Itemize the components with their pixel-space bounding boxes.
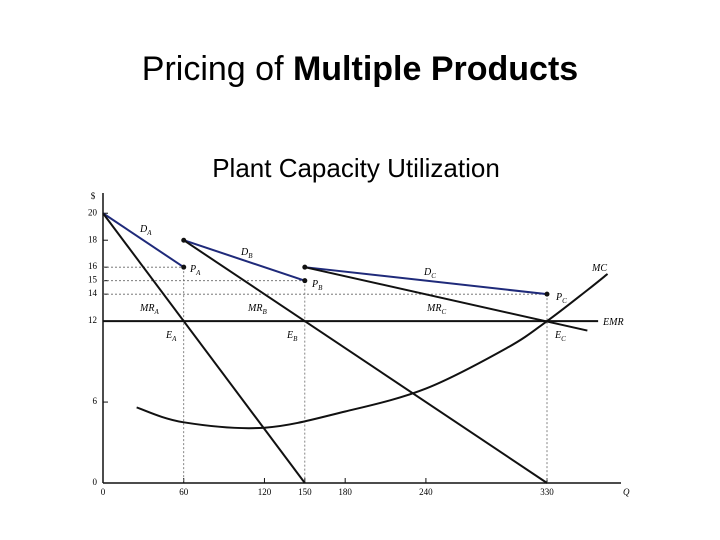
label-sub: B — [248, 252, 253, 260]
x-axis-label: Q — [623, 487, 630, 497]
point-label: EA — [165, 330, 177, 343]
curve — [183, 239, 306, 282]
curve — [102, 212, 306, 484]
point — [302, 278, 308, 284]
label-sub: A — [146, 229, 152, 237]
plot: $Q0 60 120 150 180 240 33006121415161820DADBDC… — [88, 191, 630, 497]
label-sub: B — [262, 308, 267, 316]
label-main: MR — [139, 303, 154, 314]
point-label: EC — [554, 330, 566, 343]
y-tick-label: 0 — [93, 477, 98, 487]
x-tick-label: 0 — [101, 487, 106, 497]
title-bold-text: Multiple Products — [293, 50, 578, 88]
title-text: Pricing of — [142, 50, 284, 88]
x-tick-label: 180 — [338, 487, 352, 497]
y-tick-label: 15 — [88, 275, 98, 285]
y-tick-label: 18 — [88, 234, 98, 244]
point-label: EB — [286, 330, 298, 343]
series-label: MRC — [426, 303, 446, 316]
label-sub: C — [561, 335, 566, 343]
y-tick-label: 16 — [88, 261, 98, 271]
subtitle: Plant Capacity Utilization — [212, 153, 500, 183]
label-main: MR — [247, 303, 262, 314]
y-tick-label: 12 — [88, 315, 97, 325]
kink-point — [181, 237, 187, 243]
point-label: PB — [311, 279, 323, 292]
slide-title: Pricing of Multiple Products — [142, 50, 578, 88]
x-tick-label: 120 — [258, 487, 272, 497]
label-sub: B — [293, 335, 298, 343]
series-label: DC — [423, 267, 436, 280]
curve — [102, 212, 185, 269]
curve — [136, 273, 609, 430]
series-label: MC — [591, 263, 607, 274]
series-label: MRA — [139, 303, 159, 316]
x-tick-label: 60 — [179, 487, 189, 497]
label-sub: B — [318, 284, 323, 292]
label-main: P — [189, 264, 196, 275]
curve — [183, 239, 548, 484]
label-sub: A — [153, 308, 159, 316]
point — [181, 264, 187, 270]
series-label: DB — [240, 247, 253, 260]
label-main: E — [286, 330, 293, 341]
series-label: EMR — [602, 317, 624, 328]
label-sub: C — [441, 308, 446, 316]
y-tick-label: 20 — [88, 207, 98, 217]
label-main: MC — [591, 263, 607, 274]
series-label: MRB — [247, 303, 267, 316]
label-main: D — [423, 267, 432, 278]
label-main: D — [240, 247, 249, 258]
x-tick-label: 240 — [419, 487, 433, 497]
point-label: PA — [189, 264, 201, 277]
label-main: EMR — [602, 317, 624, 328]
y-tick-label: 6 — [93, 396, 98, 406]
x-tick-label: 330 — [540, 487, 554, 497]
label-sub: C — [562, 297, 567, 305]
x-tick-label: 150 — [298, 487, 312, 497]
point-label: PC — [555, 292, 567, 305]
label-main: P — [555, 292, 562, 303]
y-axis-label: $ — [91, 191, 96, 201]
y-tick-label: 14 — [88, 288, 98, 298]
label-main: D — [139, 224, 148, 235]
label-main: E — [554, 330, 561, 341]
kink-point — [302, 264, 308, 270]
label-main: E — [165, 330, 172, 341]
label-main: MR — [426, 303, 441, 314]
series-label: DA — [139, 224, 152, 237]
label-sub: A — [195, 269, 201, 277]
label-sub: C — [431, 272, 436, 280]
point — [544, 291, 550, 297]
curve — [304, 266, 548, 296]
label-sub: A — [171, 335, 177, 343]
curve — [304, 266, 588, 332]
label-main: P — [311, 279, 318, 290]
